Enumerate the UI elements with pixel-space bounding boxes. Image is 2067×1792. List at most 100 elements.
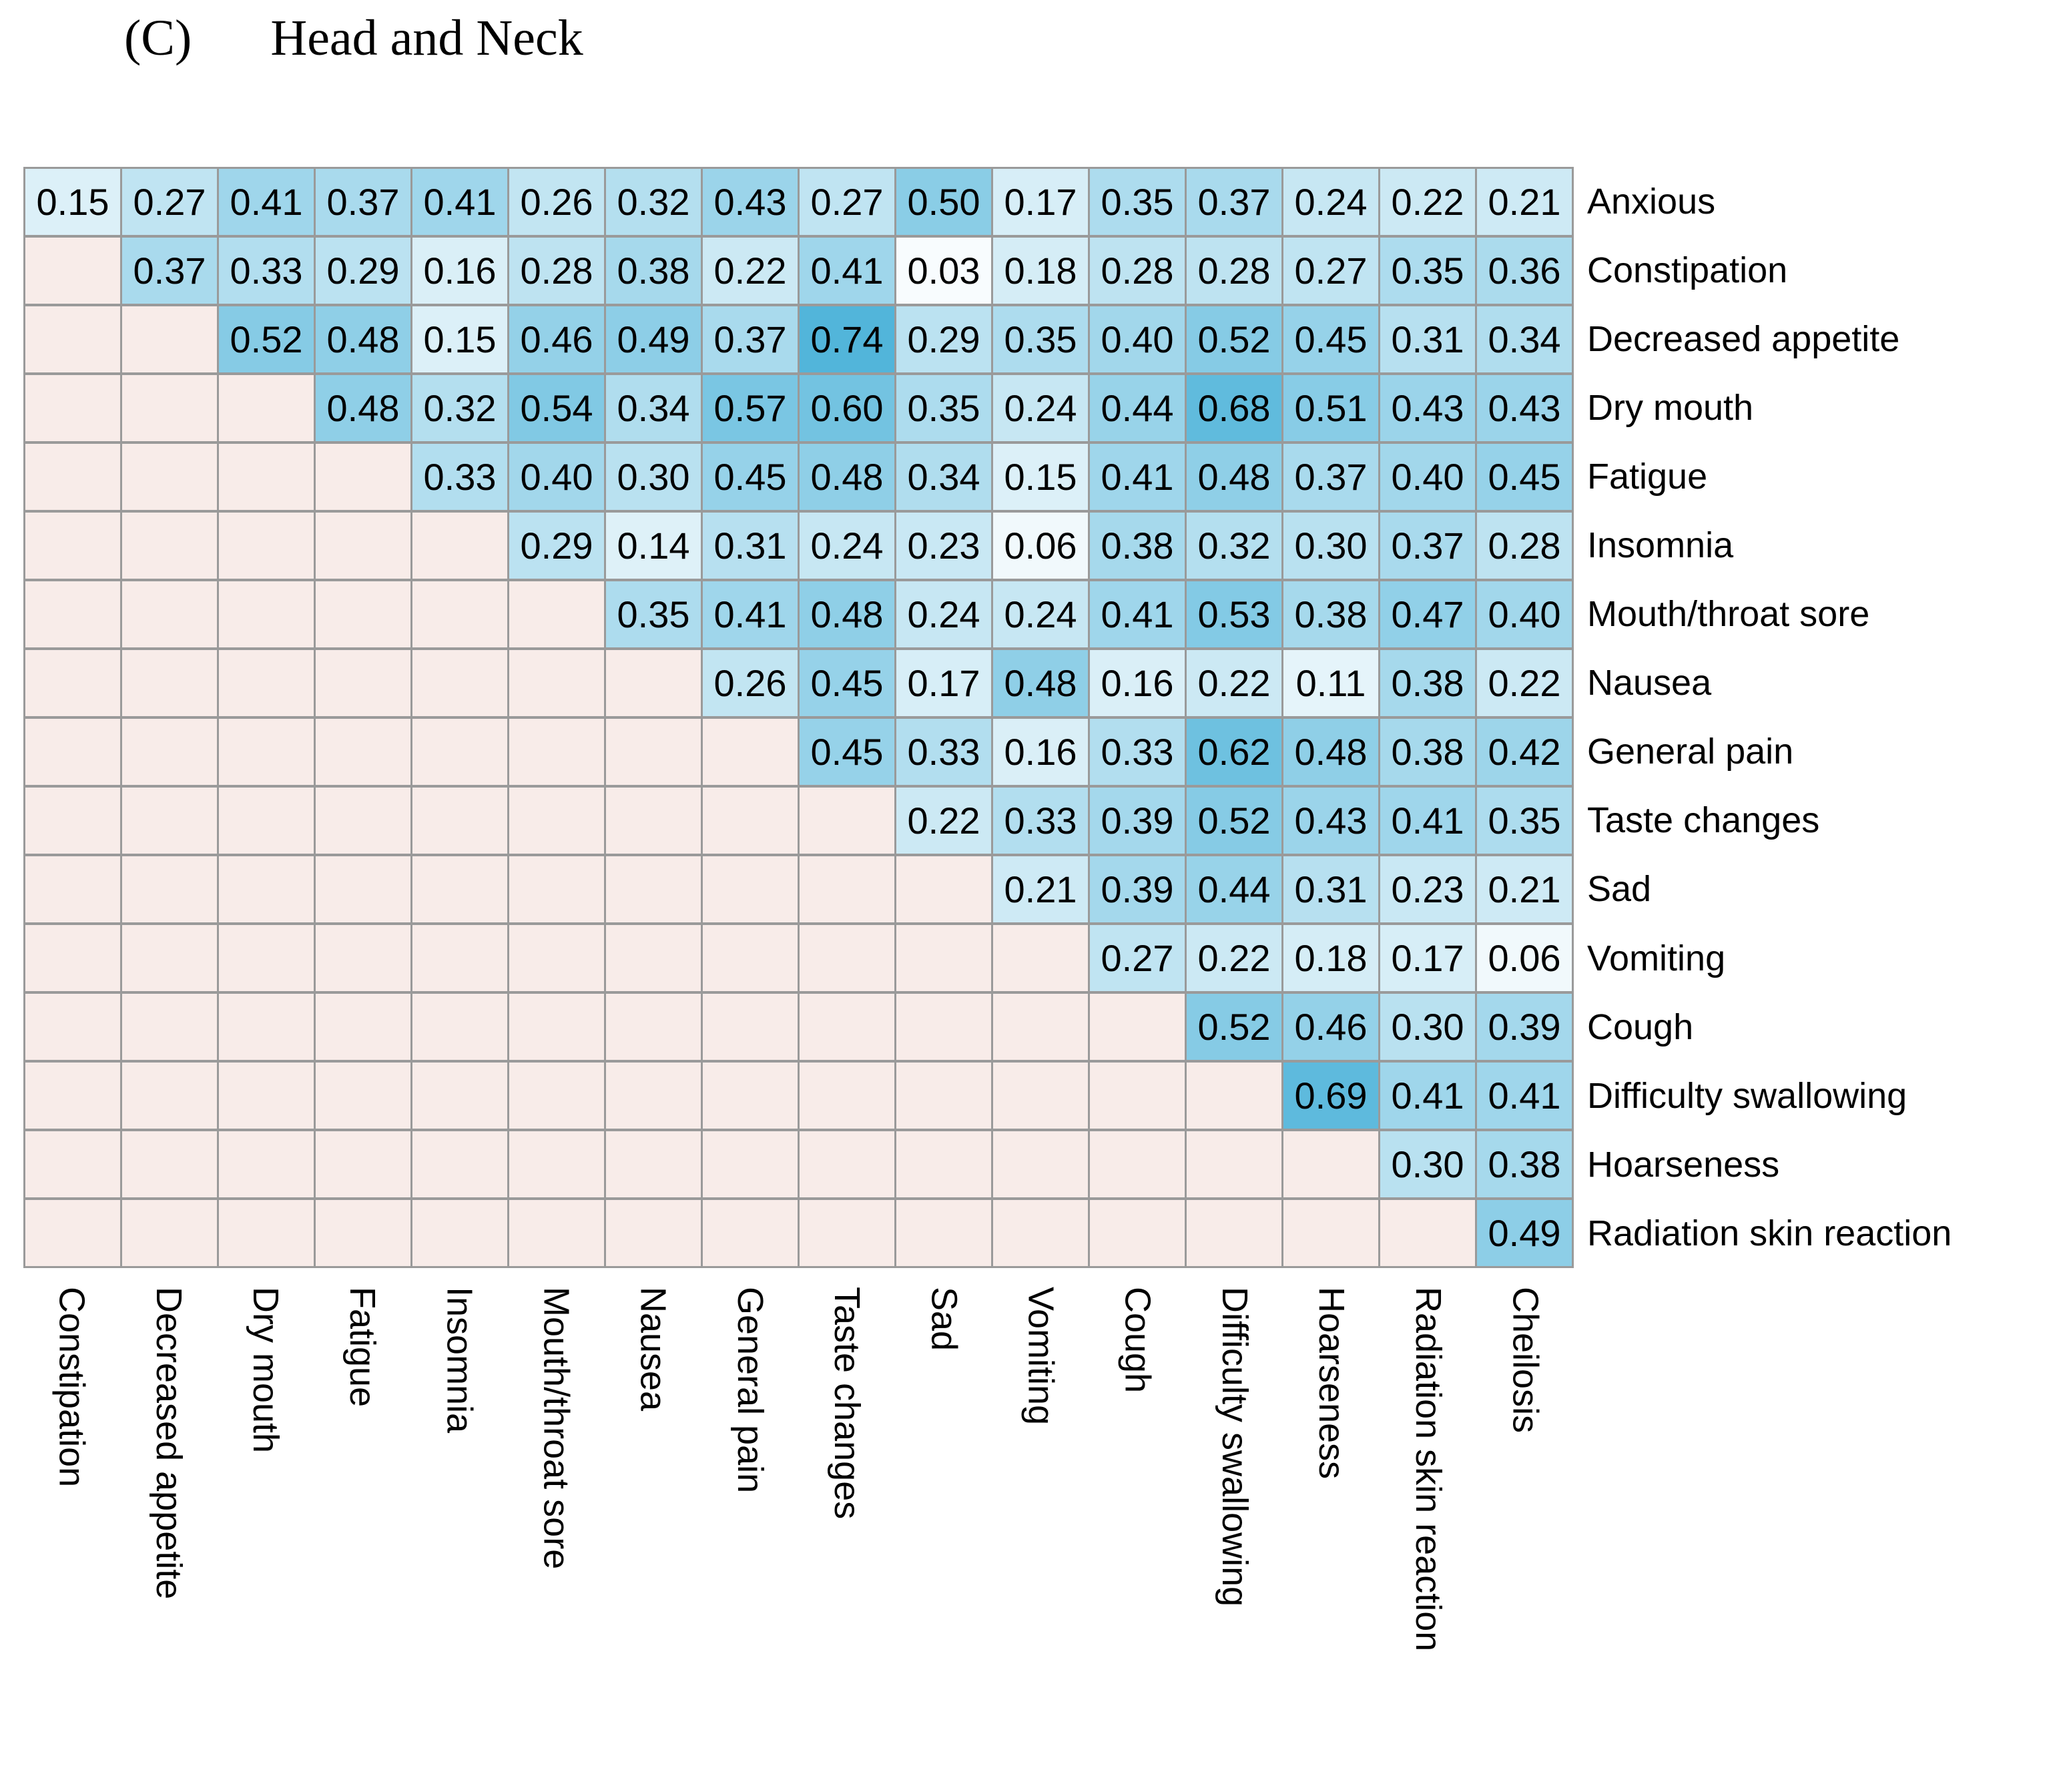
heatmap-cell: 0.27: [122, 169, 217, 235]
heatmap-cell: 0.28: [509, 238, 604, 304]
heatmap-cell: 0.29: [316, 238, 410, 304]
figure-title: (C) Head and Neck: [124, 9, 583, 67]
heatmap-cell: 0.24: [800, 513, 894, 579]
heatmap-cell: [122, 1131, 217, 1197]
heatmap-cell: 0.46: [1283, 994, 1378, 1060]
heatmap-cell: [219, 1131, 314, 1197]
heatmap-cell: 0.46: [509, 306, 604, 372]
heatmap-cell: [412, 1063, 507, 1129]
heatmap-cell: [219, 994, 314, 1060]
heatmap-cell: [316, 1131, 410, 1197]
heatmap-cell: [800, 788, 894, 854]
heatmap-cell: [412, 788, 507, 854]
heatmap-cell: 0.43: [1380, 375, 1475, 441]
column-label: Dry mouth: [245, 1287, 286, 1454]
heatmap-cell: 0.24: [993, 375, 1088, 441]
heatmap-cell: 0.42: [1477, 719, 1572, 785]
heatmap-cell: 0.32: [412, 375, 507, 441]
heatmap-cell: 0.62: [1187, 719, 1281, 785]
heatmap-cell: [122, 306, 217, 372]
panel-index-label: (C): [124, 10, 192, 66]
heatmap-cell: [1283, 1131, 1378, 1197]
heatmap-cell: 0.15: [412, 306, 507, 372]
heatmap-cell: [412, 856, 507, 922]
heatmap-cell: [122, 994, 217, 1060]
heatmap-cell: [993, 1131, 1088, 1197]
heatmap-cell: [993, 925, 1088, 991]
heatmap-cell: 0.33: [993, 788, 1088, 854]
correlation-heatmap: 0.15 0.27 0.41 0.37 0.41 0.26 0.32 0.43 0.27 0.50…: [23, 167, 1574, 1268]
column-label: Sad: [924, 1287, 964, 1352]
heatmap-cell: 0.48: [800, 444, 894, 510]
heatmap-cell: [25, 581, 120, 647]
heatmap-cell: [703, 788, 798, 854]
panel-name-label: Head and Neck: [270, 10, 583, 66]
column-label: Hoarseness: [1311, 1287, 1352, 1480]
heatmap-cell: [800, 856, 894, 922]
heatmap-cell: [1187, 1131, 1281, 1197]
heatmap-cell: [219, 375, 314, 441]
heatmap-cell: 0.39: [1477, 994, 1572, 1060]
heatmap-cell: 0.27: [1090, 925, 1185, 991]
heatmap-cell: [606, 788, 701, 854]
heatmap-cell: [509, 925, 604, 991]
heatmap-cell: 0.28: [1187, 238, 1281, 304]
heatmap-cell: 0.41: [1380, 1063, 1475, 1129]
heatmap-cell: [122, 1200, 217, 1266]
row-label: Sad: [1587, 869, 1652, 910]
row-label: Constipation: [1587, 250, 1788, 290]
heatmap-cell: [606, 1063, 701, 1129]
heatmap-cell: [219, 788, 314, 854]
heatmap-cell: 0.48: [316, 306, 410, 372]
heatmap-cell: [219, 650, 314, 716]
heatmap-cell: [896, 1131, 991, 1197]
heatmap-cell: 0.69: [1283, 1063, 1378, 1129]
heatmap-cell: 0.32: [1187, 513, 1281, 579]
heatmap-cell: 0.38: [1477, 1131, 1572, 1197]
heatmap-cell: [412, 1200, 507, 1266]
heatmap-cell: 0.49: [1477, 1200, 1572, 1266]
column-label: Cheilosis: [1505, 1287, 1546, 1434]
heatmap-cell: [606, 994, 701, 1060]
heatmap-cell: 0.45: [800, 719, 894, 785]
heatmap-cell: 0.23: [896, 513, 991, 579]
heatmap-cell: 0.39: [1090, 856, 1185, 922]
heatmap-cell: 0.49: [606, 306, 701, 372]
column-label: Taste changes: [827, 1287, 868, 1520]
heatmap-cell: [412, 994, 507, 1060]
heatmap-cell: [1380, 1200, 1475, 1266]
heatmap-cell: 0.38: [1380, 719, 1475, 785]
heatmap-cell: [122, 375, 217, 441]
row-label: Insomnia: [1587, 525, 1734, 566]
heatmap-cell: 0.37: [316, 169, 410, 235]
heatmap-cell: [25, 925, 120, 991]
heatmap-cell: 0.35: [1477, 788, 1572, 854]
heatmap-cell: 0.68: [1187, 375, 1281, 441]
heatmap-cell: [1090, 1063, 1185, 1129]
heatmap-cell: [1187, 1063, 1281, 1129]
heatmap-cell: [25, 375, 120, 441]
heatmap-cell: 0.36: [1477, 238, 1572, 304]
heatmap-cell: 0.22: [1380, 169, 1475, 235]
heatmap-cell: 0.33: [412, 444, 507, 510]
heatmap-cell: [509, 1200, 604, 1266]
heatmap-cell: 0.28: [1090, 238, 1185, 304]
heatmap-cell: 0.37: [1283, 444, 1378, 510]
heatmap-cell: [25, 444, 120, 510]
heatmap-cell: 0.27: [800, 169, 894, 235]
heatmap-cell: [896, 925, 991, 991]
heatmap-cell: [800, 994, 894, 1060]
heatmap-cell: [509, 856, 604, 922]
heatmap-cell: 0.41: [703, 581, 798, 647]
heatmap-cell: 0.41: [412, 169, 507, 235]
heatmap-cell: 0.43: [1283, 788, 1378, 854]
heatmap-cell: 0.06: [993, 513, 1088, 579]
heatmap-cell: 0.06: [1477, 925, 1572, 991]
heatmap-cell: [412, 513, 507, 579]
heatmap-cell: 0.52: [1187, 788, 1281, 854]
heatmap-cell: [25, 1200, 120, 1266]
heatmap-cell: [703, 925, 798, 991]
row-label: Hoarseness: [1587, 1144, 1780, 1185]
row-label: Vomiting: [1587, 938, 1726, 978]
heatmap-cell: 0.31: [703, 513, 798, 579]
